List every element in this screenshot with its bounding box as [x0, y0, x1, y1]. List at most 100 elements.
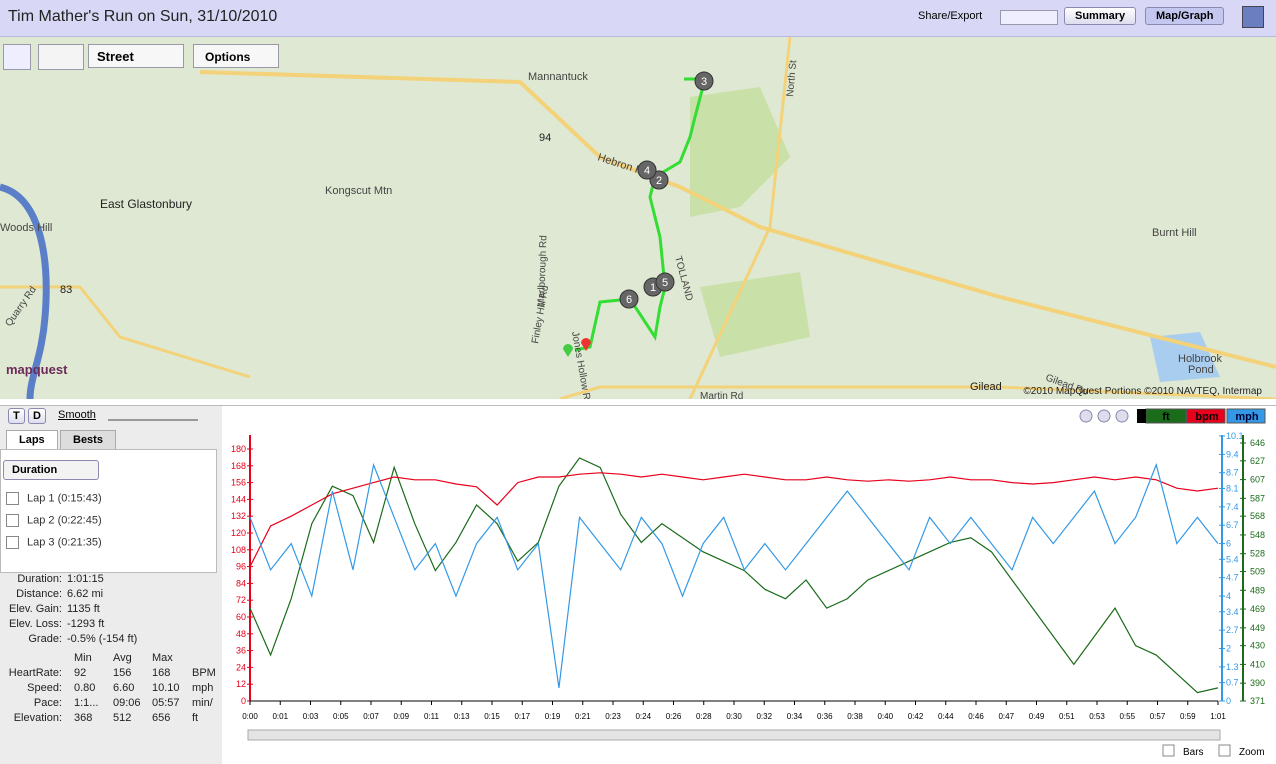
smooth-slider[interactable]: [108, 419, 198, 421]
map-label: Mannantuck: [528, 71, 588, 83]
share-export[interactable]: Share/Export: [918, 10, 983, 22]
tick-label: 7.4: [1226, 502, 1239, 512]
time-toggle[interactable]: T: [8, 408, 25, 424]
tick-label: 36: [236, 646, 246, 656]
legend-button[interactable]: [1186, 408, 1226, 424]
stat-text: 368: [74, 712, 93, 724]
route-marker-label: 6: [626, 294, 632, 306]
x-tick-label: 0:36: [817, 712, 833, 721]
tick-label: 0: [1226, 696, 1231, 706]
map-style[interactable]: Street: [88, 44, 184, 68]
x-tick-label: 0:15: [484, 712, 500, 721]
map-label: Marlborough Rd: [536, 235, 549, 307]
tick-label: 9.4: [1226, 449, 1239, 459]
tick-label: 84: [236, 578, 246, 588]
route-marker-label: 5: [662, 277, 668, 289]
bars-check[interactable]: [1162, 744, 1175, 757]
map-label: Martin Rd: [700, 391, 743, 399]
stat-text: Elevation:: [13, 712, 62, 724]
road: [0, 285, 251, 379]
fullscreen[interactable]: [1242, 6, 1264, 28]
route-marker: [637, 160, 657, 180]
stat-text: 09:06: [113, 697, 141, 709]
side-panel: T D Smooth Laps Bests Duration Lap 1 (0:…: [0, 405, 222, 764]
tick-label: 120: [231, 528, 246, 538]
stat-text: 6.62 mi: [67, 588, 104, 600]
bests-tab[interactable]: Bests: [60, 430, 116, 450]
tick-label: 12: [236, 679, 246, 689]
map-label: 83: [60, 284, 72, 296]
distance-toggle[interactable]: D: [28, 408, 46, 424]
route-marker: [694, 71, 714, 91]
x-tick-label: 0:03: [303, 712, 319, 721]
zoom-control[interactable]: [38, 44, 84, 70]
stat-text: 1:1...: [74, 697, 99, 709]
lap-row[interactable]: Lap 2 (0:22:45): [6, 514, 102, 527]
legend-button[interactable]: [1226, 408, 1266, 424]
tick-label: 4: [1226, 591, 1231, 601]
lap-label: Lap 2 (0:22:45): [27, 514, 102, 527]
map: Mannantuck Hebron Rd 94 Kongscut Mtn Eas…: [0, 37, 1276, 399]
x-tick-label: 0:07: [363, 712, 379, 721]
panel-divider: [0, 405, 1276, 406]
graph: 0122436486072849610812013214415616818000…: [0, 405, 1276, 758]
tick-label: 0: [241, 696, 246, 706]
stat-text: 168: [152, 667, 171, 679]
legend-label: ft: [1162, 411, 1170, 423]
title: Tim Mather's Run on Sun, 31/10/2010: [8, 8, 278, 25]
x-tick-label: 0:09: [393, 712, 409, 721]
map-label: East Glastonbury: [100, 197, 192, 211]
tick-label: 469: [1250, 604, 1265, 614]
x-tick-label: 0:32: [756, 712, 772, 721]
map-options[interactable]: Options: [193, 44, 279, 68]
tick-label: 3.4: [1226, 607, 1239, 617]
pan-control[interactable]: [3, 44, 31, 70]
stat-text: 6.60: [113, 682, 135, 694]
x-tick-label: 0:55: [1119, 712, 1135, 721]
series-line: [249, 462, 1219, 688]
playback-button[interactable]: [1115, 409, 1129, 423]
map-label: Pond: [1188, 364, 1214, 376]
x-tick-label: 0:59: [1180, 712, 1196, 721]
route-marker-label: 3: [701, 76, 707, 88]
lap-row[interactable]: Lap 3 (0:21:35): [6, 536, 102, 549]
map-label: Holbrook: [1178, 353, 1223, 365]
tick-label: 156: [231, 478, 246, 488]
tick-label: 0.7: [1226, 678, 1239, 688]
layout-toggles[interactable]: [1000, 10, 1058, 25]
tick-label: 24: [236, 662, 246, 672]
x-tick-label: 0:30: [726, 712, 742, 721]
tick-label: 489: [1250, 585, 1265, 595]
summary-tab[interactable]: Summary: [1064, 7, 1137, 25]
playback-button[interactable]: [1079, 409, 1093, 423]
tick-label: 627: [1250, 456, 1265, 466]
tick-label: 371: [1250, 696, 1265, 706]
legend-label: bpm: [1195, 411, 1218, 423]
tick-label: 4.7: [1226, 573, 1239, 583]
tick-label: 587: [1250, 493, 1265, 503]
stat-text: 92: [74, 667, 87, 679]
scrollbar[interactable]: [247, 729, 1221, 741]
map-label: Gilead: [970, 381, 1002, 393]
sort-dropdown[interactable]: Duration: [3, 460, 99, 480]
tick-label: 180: [231, 444, 246, 454]
x-tick-label: 0:57: [1150, 712, 1166, 721]
stat-text: Speed:: [27, 682, 62, 694]
map-graph-tab[interactable]: Map/Graph: [1145, 7, 1225, 25]
lap-label: Lap 1 (0:15:43): [27, 492, 102, 505]
tick-label: 60: [236, 612, 246, 622]
map-label: North St: [785, 60, 799, 98]
x-tick-label: 0:40: [877, 712, 893, 721]
x-tick-label: 0:51: [1059, 712, 1075, 721]
zoom-check[interactable]: [1218, 744, 1231, 757]
map-bg: [0, 37, 1276, 399]
road: [199, 70, 1276, 369]
stat-text: ft: [192, 712, 199, 724]
stat-text: 656: [152, 712, 171, 724]
playback-button[interactable]: [1097, 409, 1111, 423]
lap-row[interactable]: Lap 1 (0:15:43): [6, 492, 102, 505]
x-tick-label: 0:01: [272, 712, 288, 721]
route-marker-label: 1: [650, 282, 656, 294]
stat-text: Elev. Gain:: [9, 603, 62, 615]
tick-label: 430: [1250, 641, 1265, 651]
